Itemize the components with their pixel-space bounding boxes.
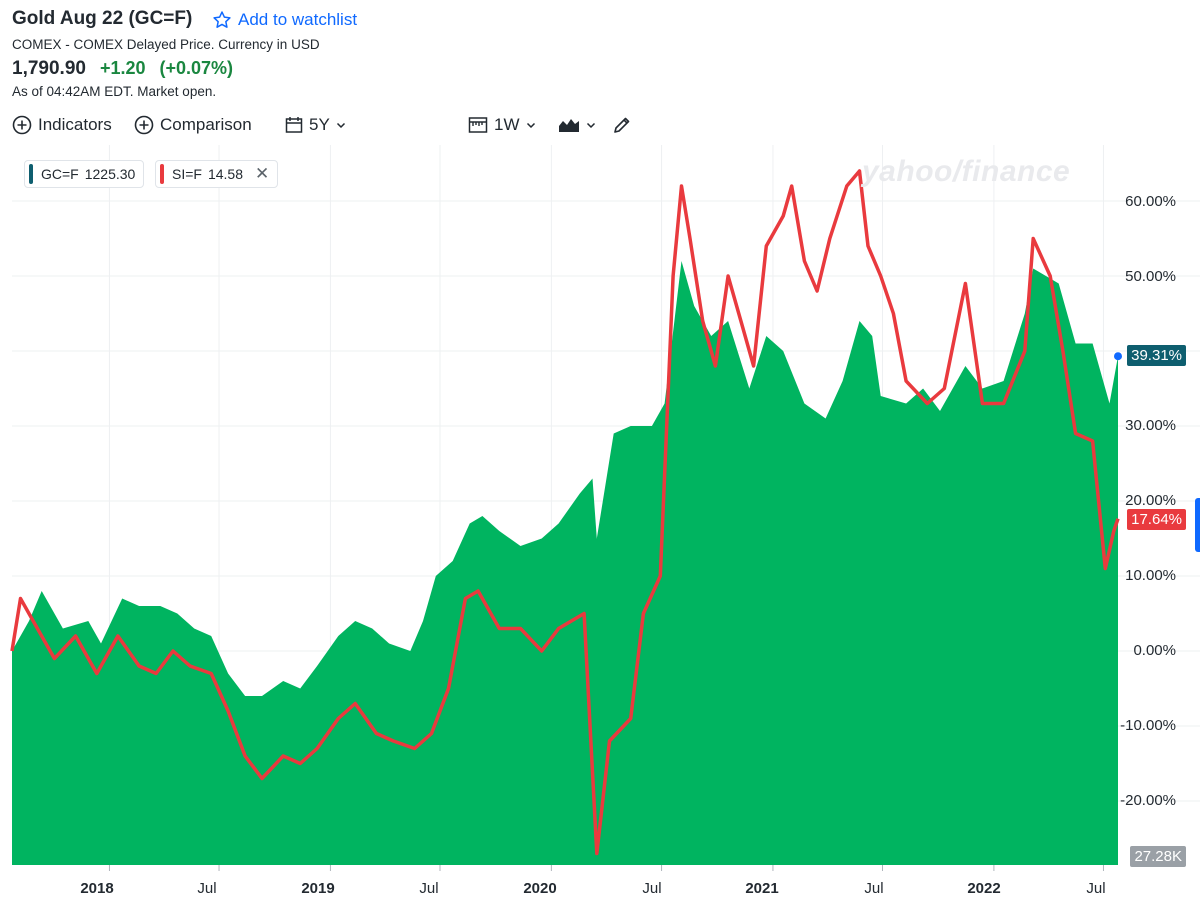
- y-axis-label: 60.00%: [1125, 193, 1176, 210]
- legend-chip-gold[interactable]: GC=F 1225.30: [24, 160, 145, 188]
- interval-label: 1W: [494, 115, 520, 134]
- chevron-down-icon: [336, 122, 345, 129]
- y-axis-label: 30.00%: [1125, 417, 1176, 434]
- legend-symbol: GC=F: [41, 166, 79, 182]
- gold-last-point: [1114, 352, 1122, 361]
- price-change: +1.20: [99, 58, 146, 78]
- gold-last-value-badge: 39.31%: [1127, 345, 1186, 366]
- x-axis-label: 2019: [301, 880, 335, 897]
- candle-interval-icon: [468, 117, 488, 133]
- chevron-down-icon: [586, 122, 596, 129]
- chevron-down-icon: [526, 122, 535, 129]
- silver-last-value-badge: 17.64%: [1127, 509, 1186, 530]
- date-range-label: 5Y: [309, 115, 330, 134]
- y-axis-label: -20.00%: [1120, 792, 1176, 809]
- comparison-label: Comparison: [160, 115, 252, 134]
- x-axis-label: 2020: [523, 880, 557, 897]
- add-to-watchlist-button[interactable]: Add to watchlist: [212, 10, 357, 30]
- as-of-timestamp: As of 04:42AM EDT. Market open.: [12, 84, 217, 99]
- price-value: 1,790.90: [12, 58, 86, 79]
- comparison-chart[interactable]: [0, 145, 1200, 919]
- quote-row: 1,790.90 +1.20 (+0.07%): [12, 58, 233, 80]
- gold-color-swatch: [29, 164, 33, 184]
- calendar-icon: [285, 117, 303, 133]
- x-axis-label: Jul: [642, 880, 662, 897]
- comparison-button[interactable]: Comparison: [134, 112, 252, 138]
- x-axis-label: 2021: [745, 880, 779, 897]
- y-axis-label: -10.00%: [1120, 717, 1176, 734]
- plus-circle-icon: [12, 115, 32, 135]
- price-change-pct: (+0.07%): [159, 58, 234, 78]
- legend-value: 1225.30: [84, 166, 136, 182]
- legend-symbol: SI=F: [172, 166, 202, 182]
- draw-button[interactable]: [612, 112, 632, 138]
- indicators-label: Indicators: [38, 115, 112, 134]
- chart-toolbar: Indicators Comparison 5Y 1W: [12, 112, 1192, 138]
- star-icon: [213, 11, 231, 28]
- area-chart-icon: [559, 119, 579, 132]
- y-axis-label: 20.00%: [1125, 492, 1176, 509]
- interval-dropdown[interactable]: 1W: [468, 112, 536, 138]
- x-axis-label: 2018: [80, 880, 114, 897]
- silver-line-series: [10, 169, 1120, 856]
- legend-chip-silver[interactable]: SI=F 14.58 ✕: [155, 160, 279, 188]
- pencil-icon: [614, 117, 630, 133]
- close-icon[interactable]: ✕: [255, 164, 270, 183]
- x-axis: [108, 865, 1104, 871]
- x-axis-label: Jul: [864, 880, 884, 897]
- watchlist-label: Add to watchlist: [238, 10, 358, 29]
- silver-color-swatch: [160, 164, 164, 184]
- date-range-dropdown[interactable]: 5Y: [285, 112, 346, 138]
- page-title: Gold Aug 22 (GC=F): [12, 8, 193, 29]
- x-axis-label: Jul: [419, 880, 439, 897]
- scroll-handle[interactable]: [1195, 498, 1200, 552]
- x-axis-label: Jul: [1086, 880, 1106, 897]
- y-axis-label: 10.00%: [1125, 567, 1176, 584]
- plus-circle-icon: [134, 115, 154, 135]
- x-axis-label: Jul: [197, 880, 217, 897]
- y-axis-label: 0.00%: [1133, 642, 1176, 659]
- gold-area-series: [12, 261, 1118, 865]
- indicators-button[interactable]: Indicators: [12, 112, 112, 138]
- chart-type-dropdown[interactable]: [558, 112, 596, 138]
- x-axis-label: 2022: [967, 880, 1001, 897]
- legend-value: 14.58: [207, 166, 244, 182]
- yahoo-finance-watermark: yahoo/finance: [862, 155, 1071, 188]
- exchange-subtitle: COMEX - COMEX Delayed Price. Currency in…: [12, 37, 320, 52]
- y-axis-label: 50.00%: [1125, 268, 1176, 285]
- volume-last-value-badge: 27.28K: [1130, 846, 1186, 867]
